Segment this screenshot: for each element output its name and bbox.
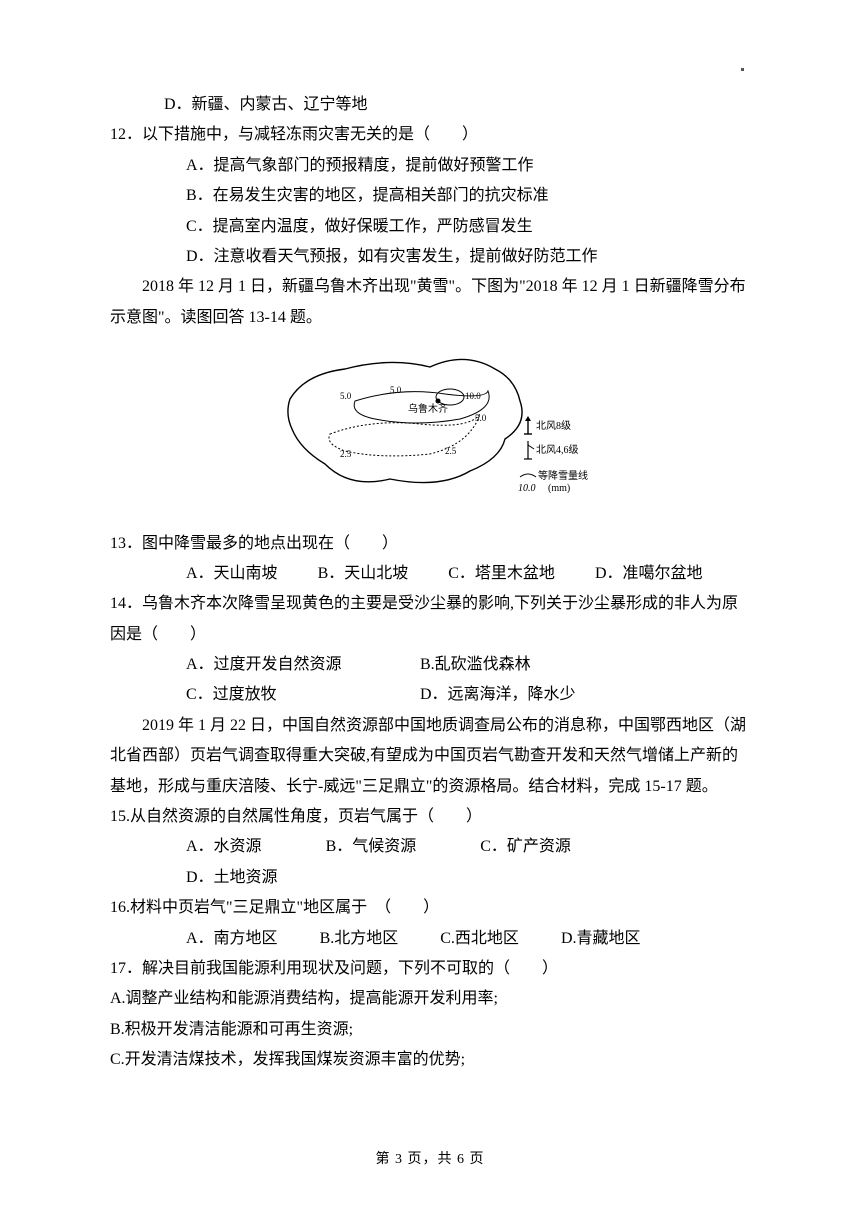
contour-label: 5.0 [340, 391, 352, 401]
q17-option-b: B.积极开发清洁能源和可再生资源; [110, 1015, 750, 1045]
q12-option-b: B．在易发生灾害的地区，提高相关部门的抗灾标准 [110, 181, 750, 211]
q14-option-d: D．远离海洋，降水少 [420, 680, 650, 710]
svg-text:10.0: 10.0 [518, 483, 536, 494]
contour-label: 5.0 [475, 413, 487, 423]
q13-option-b: B．天山北坡 [318, 559, 409, 589]
city-label-urumqi: 乌鲁木齐 [408, 402, 448, 415]
passage-15-17: 2019 年 1 月 22 日，中国自然资源部中国地质调查局公布的消息称，中国鄂… [110, 711, 750, 802]
contour-label: 10.0 [465, 391, 481, 401]
q15-option-a: A．水资源 [186, 832, 262, 862]
q16-option-a: A．南方地区 [186, 924, 278, 954]
page-footer: 第 3 页，共 6 页 [0, 1147, 860, 1174]
q13-option-a: A．天山南坡 [186, 559, 278, 589]
q12-option-d: D．注意收看天气预报，如有灾害发生，提前做好防范工作 [110, 242, 750, 272]
q16-stem: 16.材料中页岩气"三足鼎立"地区属于 （ ） [110, 893, 750, 923]
contour-label: 2.5 [340, 449, 352, 459]
svg-text:等降雪量线: 等降雪量线 [538, 469, 588, 482]
passage-13-14: 2018 年 12 月 1 日，新疆乌鲁木齐出现"黄雪"。下图为"2018 年 … [110, 272, 750, 333]
contour-label: 5.0 [390, 385, 402, 395]
map-boundary [288, 360, 522, 483]
contour-2.5 [329, 414, 480, 456]
q13-stem: 13．图中降雪最多的地点出现在（ ） [110, 529, 750, 559]
city-dot-urumqi [436, 399, 441, 404]
q12-option-a: A．提高气象部门的预报精度，提前做好预警工作 [110, 151, 750, 181]
figure-snowfall-map: 乌鲁木齐 5.0 5.0 5.0 10.0 2.5 2.5 北风8级 北风4,6… [110, 333, 750, 528]
contour-label: 2.5 [445, 446, 457, 456]
q15-stem: 15.从自然资源的自然属性角度，页岩气属于（ ） [110, 802, 750, 832]
q15-options: A．水资源 B．气候资源 C．矿产资源 D．土地资源 [110, 832, 750, 893]
q15-option-d: D．土地资源 [186, 863, 278, 893]
svg-text:北风4,6级: 北风4,6级 [536, 444, 579, 456]
svg-text:北风8级: 北风8级 [536, 420, 571, 432]
q17-stem: 17．解决目前我国能源利用现状及问题，下列不可取的（ ） [110, 954, 750, 984]
q12-option-c: C．提高室内温度，做好保暖工作，严防感冒发生 [110, 212, 750, 242]
q13-option-c: C．塔里木盆地 [448, 559, 555, 589]
q14-options-row2: C．过度放牧 D．远离海洋，降水少 [110, 680, 750, 710]
q12-stem: 12．以下措施中，与减轻冻雨灾害无关的是（ ） [110, 120, 750, 150]
q17-option-a: A.调整产业结构和能源消费结构，提高能源开发利用率; [110, 984, 750, 1014]
q16-options: A．南方地区 B.北方地区 C.西北地区 D.青藏地区 [110, 924, 750, 954]
q14-stem: 14．乌鲁木齐本次降雪呈现黄色的主要是受沙尘暴的影响,下列关于沙尘暴形成的非人为… [110, 589, 750, 650]
contour-10.0 [436, 389, 464, 405]
q14-option-c: C．过度放牧 [186, 680, 416, 710]
q13-option-d: D．准噶尔盆地 [595, 559, 703, 589]
corner-mark [741, 68, 744, 71]
q13-options: A．天山南坡 B．天山北坡 C．塔里木盆地 D．准噶尔盆地 [110, 559, 750, 589]
q14-option-a: A．过度开发自然资源 [186, 650, 416, 680]
q16-option-d: D.青藏地区 [561, 924, 641, 954]
q16-option-c: C.西北地区 [440, 924, 519, 954]
legend: 北风8级 北风4,6级 等降雪量线 10.0 (mm) [518, 416, 588, 494]
q16-option-b: B.北方地区 [320, 924, 399, 954]
q17-option-c: C.开发清洁煤技术，发挥我国煤炭资源丰富的优势; [110, 1045, 750, 1075]
q14-option-b: B.乱砍滥伐森林 [420, 650, 650, 680]
q14-options-row1: A．过度开发自然资源 B.乱砍滥伐森林 [110, 650, 750, 680]
q15-option-b: B．气候资源 [326, 832, 417, 862]
svg-text:(mm): (mm) [548, 483, 570, 494]
q11-option-d: D．新疆、内蒙古、辽宁等地 [110, 90, 750, 120]
q15-option-c: C．矿产资源 [480, 832, 571, 862]
